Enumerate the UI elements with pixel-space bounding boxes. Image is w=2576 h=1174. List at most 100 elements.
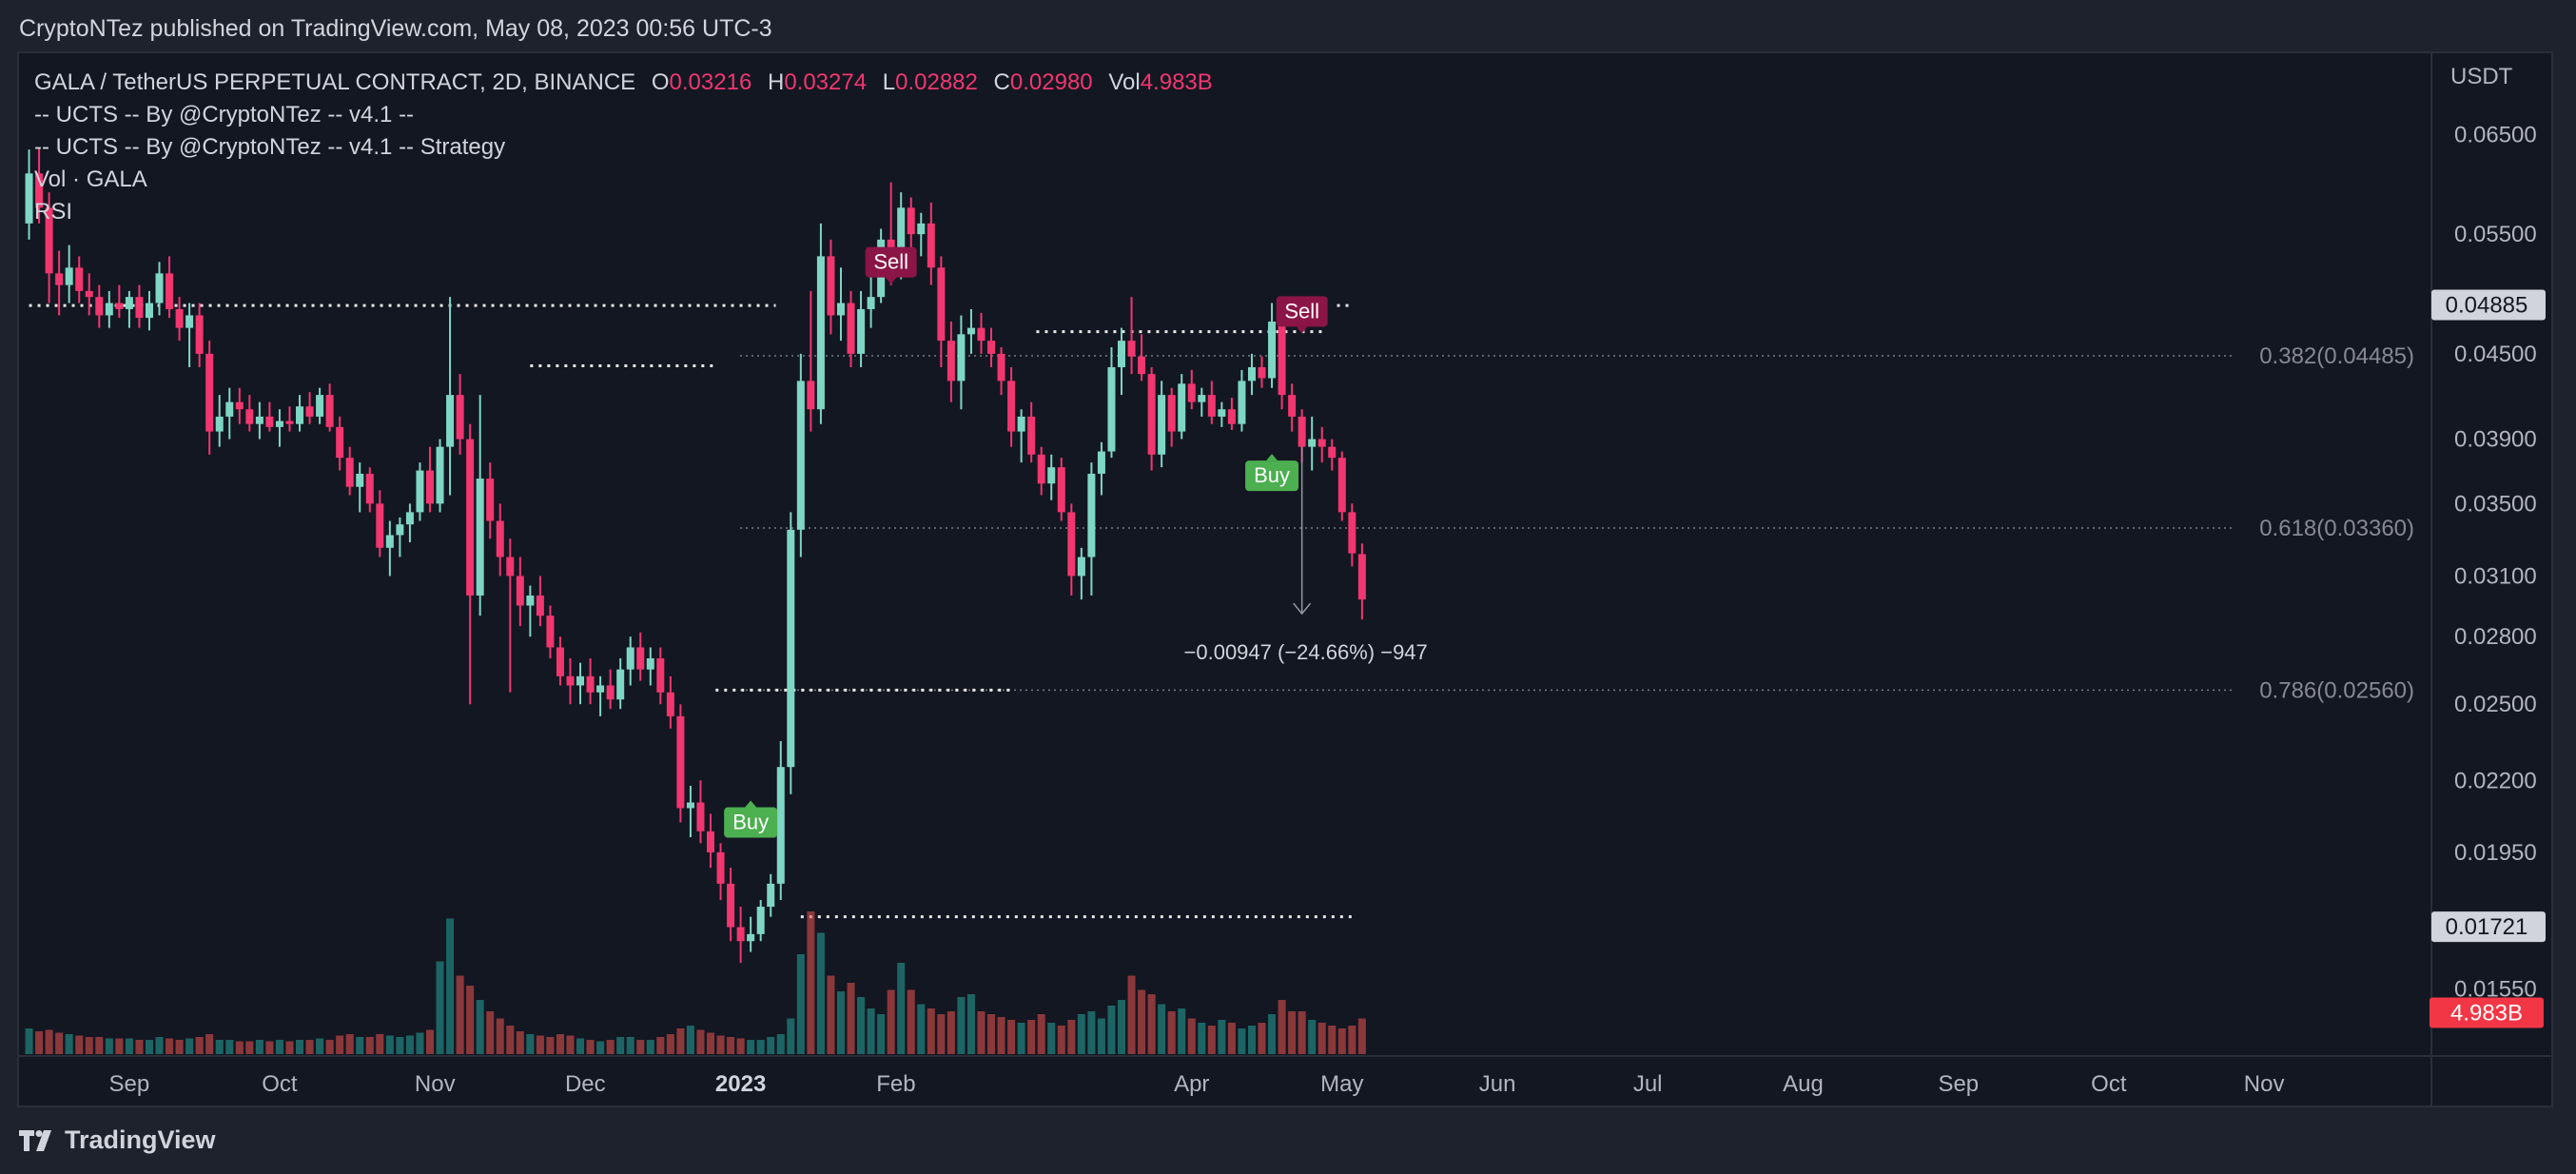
candle-body <box>235 401 244 410</box>
bottom-bar <box>0 1107 2576 1174</box>
signal-tag-pointer <box>1266 454 1278 461</box>
candle-body <box>1127 341 1136 357</box>
volume-bar <box>526 1034 535 1054</box>
volume-bar <box>816 932 825 1054</box>
volume-bar <box>1167 1011 1176 1054</box>
price-axis-marker-label: 0.04885 <box>2446 292 2528 318</box>
candle-body <box>1158 395 1166 455</box>
candle-body <box>1298 416 1306 447</box>
volume-bar <box>576 1038 585 1054</box>
volume-bar <box>887 989 895 1054</box>
high-label: H <box>767 69 785 95</box>
volume-bar <box>365 1037 374 1054</box>
symbol-name[interactable]: GALA / TetherUS PERPETUAL CONTRACT, 2D, … <box>34 69 636 95</box>
legend-symbol-row[interactable]: GALA / TetherUS PERPETUAL CONTRACT, 2D, … <box>34 67 1213 99</box>
volume-bar <box>1337 1028 1346 1054</box>
volume-bar <box>275 1040 283 1054</box>
candle-body <box>707 831 715 852</box>
volume-bar <box>95 1037 104 1054</box>
volume-bar <box>767 1037 775 1054</box>
volume-bar <box>45 1029 53 1054</box>
volume-bar <box>1207 1026 1216 1054</box>
volume-bar <box>1007 1020 1016 1054</box>
price-tick-label: 0.05500 <box>2454 222 2537 247</box>
signal-tag-pointer <box>1296 326 1308 334</box>
candle-body <box>756 907 765 934</box>
candle-body <box>1147 374 1156 455</box>
tradingview-logo[interactable]: TradingView <box>19 1125 216 1155</box>
volume-bar <box>296 1040 304 1054</box>
volume-bar <box>877 1014 886 1054</box>
volume-bar <box>235 1041 244 1054</box>
volume-bar <box>1067 1020 1076 1054</box>
volume-bar <box>1087 1011 1096 1054</box>
price-tick-label: 0.01950 <box>2454 840 2537 866</box>
volume-bar <box>285 1041 294 1054</box>
volume-bar <box>897 963 906 1054</box>
volume-bar <box>1027 1020 1036 1054</box>
volume-bar <box>175 1040 184 1054</box>
indicator-ucts-strategy[interactable]: -- UCTS -- By @CryptoNTez -- v4.1 -- Str… <box>34 134 506 160</box>
candle-body <box>1337 458 1346 513</box>
volume-bar <box>185 1038 194 1054</box>
candle-body <box>265 416 274 427</box>
indicator-ucts[interactable]: -- UCTS -- By @CryptoNTez -- v4.1 -- <box>34 102 415 127</box>
volume-bar <box>1298 1011 1306 1054</box>
candle-body <box>225 401 234 417</box>
candle-body <box>656 657 665 693</box>
candle-body <box>215 416 224 432</box>
signal-tag-pointer <box>745 800 757 808</box>
candle-body <box>195 315 204 354</box>
candle-body <box>516 576 524 606</box>
candle-body <box>285 421 294 424</box>
price-tick-label: 0.04500 <box>2454 342 2537 367</box>
candle-body <box>927 223 935 268</box>
candle-body <box>1167 395 1176 432</box>
candle-body <box>536 595 544 616</box>
volume-bar <box>747 1040 755 1054</box>
volume-bar <box>245 1041 254 1054</box>
price-axis-marker <box>2430 997 2544 1028</box>
candle-body <box>1288 395 1297 417</box>
volume-bar <box>546 1037 555 1054</box>
volume-bar <box>215 1040 224 1054</box>
candle-body <box>396 524 404 536</box>
volume-bar <box>917 1004 926 1054</box>
candle-body <box>245 409 254 424</box>
volume-bar <box>796 954 805 1054</box>
candle-body <box>526 595 535 606</box>
volume-bar <box>937 1014 946 1054</box>
price-tick-label: 0.03100 <box>2454 563 2537 589</box>
candle-body <box>95 297 104 316</box>
volume-bar <box>205 1034 214 1054</box>
time-tick-label: Oct <box>262 1071 298 1097</box>
signal-label: Buy <box>1254 463 1290 487</box>
volume-bar <box>1258 1023 1266 1054</box>
time-tick-label: Oct <box>2091 1071 2127 1097</box>
volume-bar <box>696 1029 705 1054</box>
candle-body <box>145 303 153 319</box>
indicator-rsi[interactable]: RSI <box>34 199 73 225</box>
candle-body <box>736 927 745 942</box>
signal-tag <box>1276 296 1328 327</box>
candle-body <box>1187 383 1196 402</box>
volume-bar <box>1057 1026 1065 1054</box>
volume-bar <box>787 1018 795 1054</box>
volume-bar <box>405 1035 414 1054</box>
chart-frame[interactable] <box>17 51 2553 1107</box>
candle-body <box>1357 554 1366 600</box>
candle-body <box>606 685 615 700</box>
volume-bar <box>436 961 444 1054</box>
volume-bar <box>966 994 975 1054</box>
volume-bar <box>195 1037 204 1054</box>
volume-bar <box>1308 1020 1317 1054</box>
candle-body <box>35 173 44 208</box>
candle-body <box>166 273 174 309</box>
volume-bar <box>255 1040 263 1054</box>
candle-body <box>1007 381 1016 432</box>
candle-body <box>1027 416 1036 455</box>
candle-body <box>296 406 304 424</box>
volume-bar <box>105 1038 113 1054</box>
indicator-volume[interactable]: Vol · GALA <box>34 166 147 192</box>
